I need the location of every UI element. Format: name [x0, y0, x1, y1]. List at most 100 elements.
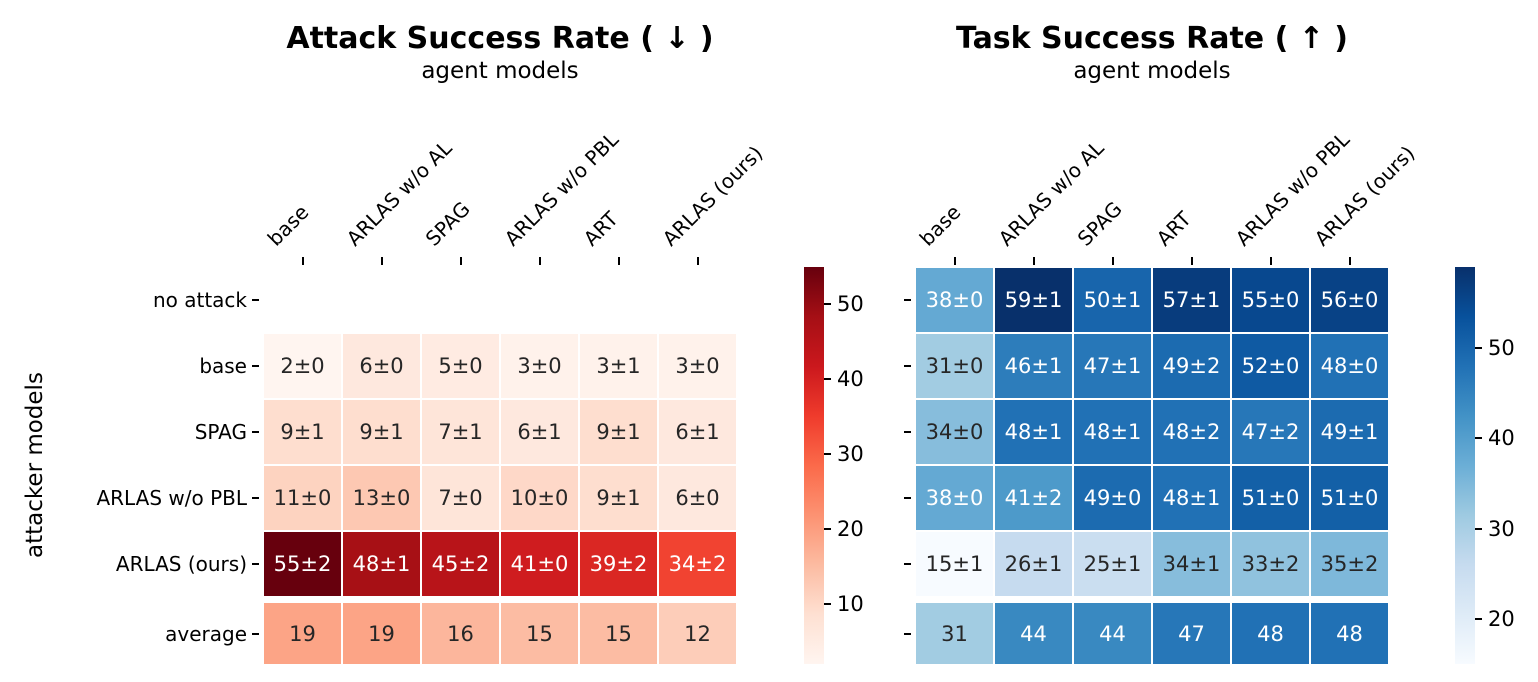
- heatmap-cell: 50±1: [1074, 268, 1151, 332]
- average-cell: 16: [422, 603, 499, 664]
- heatmap-cell: 34±0: [916, 400, 993, 464]
- colorbar-tick-label: 50: [837, 292, 864, 317]
- heatmap-cell: 48±1: [343, 532, 420, 596]
- heatmap-cell: 38±0: [916, 466, 993, 530]
- x-tick: [1269, 257, 1272, 265]
- heatmap-cell: 49±1: [1311, 400, 1388, 464]
- column-label: SPAG: [1072, 196, 1127, 251]
- heatmap-cell: 3±0: [659, 334, 736, 398]
- heatmap-cell: 9±1: [343, 400, 420, 464]
- heatmap-cell: 15±1: [916, 532, 993, 596]
- heatmap-cell: 38±0: [916, 268, 993, 332]
- x-tick: [301, 257, 304, 265]
- x-tick: [617, 257, 620, 265]
- heatmap-cell: 46±1: [995, 334, 1072, 398]
- row-label: average: [165, 621, 247, 646]
- average-cell: 19: [343, 603, 420, 664]
- y-tick: [252, 632, 259, 635]
- left-chart-title: Attack Success Rate ( ↓ ): [286, 21, 714, 56]
- heatmap-cell: 34±2: [659, 532, 736, 596]
- colorbar-tick: [1475, 347, 1482, 350]
- left-chart-subtitle: agent models: [421, 58, 579, 84]
- row-label: ARLAS w/o PBL: [96, 486, 247, 510]
- right-chart-title: Task Success Rate ( ↑ ): [955, 21, 1349, 56]
- colorbar-tick: [824, 453, 831, 456]
- colorbar-tick: [1475, 527, 1482, 530]
- heatmap-cell: 6±0: [343, 334, 420, 398]
- y-tick: [904, 497, 911, 499]
- row-label: base: [199, 354, 247, 378]
- heatmap-cell: 6±1: [659, 400, 736, 464]
- heatmap-cell: 10±0: [501, 466, 578, 530]
- heatmap-cell: 35±2: [1311, 532, 1388, 596]
- colorbar-tick: [824, 603, 831, 606]
- colorbar-tick: [824, 303, 831, 306]
- heatmap-cell: 49±2: [1153, 334, 1230, 398]
- column-label: ART: [1151, 206, 1196, 251]
- heatmap-cell: 47±2: [1232, 400, 1309, 464]
- heatmap-cell: 26±1: [995, 532, 1072, 596]
- x-tick: [538, 257, 541, 265]
- colorbar-tick-label: 40: [837, 367, 864, 392]
- average-cell: 19: [264, 603, 341, 664]
- heatmap-cell: 2±0: [264, 334, 341, 398]
- colorbar-tick-label: 10: [837, 592, 864, 617]
- right-chart-subtitle: agent models: [1073, 58, 1231, 84]
- heatmap-cell: 49±0: [1074, 466, 1151, 530]
- heatmap-cell: 11±0: [264, 466, 341, 530]
- y-tick: [252, 497, 259, 499]
- heatmap-cell: 31±0: [916, 334, 993, 398]
- heatmap-cell: 41±0: [501, 532, 578, 596]
- average-cell: 48: [1311, 603, 1388, 664]
- heatmap-cell: 51±0: [1232, 466, 1309, 530]
- average-cell: 31: [916, 603, 993, 664]
- colorbar-tick: [824, 528, 831, 531]
- heatmap-cell: 51±0: [1311, 466, 1388, 530]
- x-tick: [1032, 257, 1035, 265]
- heatmap-cell: 6±0: [659, 466, 736, 530]
- x-tick: [459, 257, 462, 265]
- y-tick: [904, 365, 911, 367]
- average-cell: 44: [995, 603, 1072, 664]
- colorbar-tick: [1475, 437, 1482, 440]
- colorbar-tick: [1475, 617, 1482, 620]
- heatmap-cell: 52±0: [1232, 334, 1309, 398]
- heatmap-cell: 48±2: [1153, 400, 1230, 464]
- heatmap-cell: 6±1: [501, 400, 578, 464]
- heatmap-cell: 48±1: [1153, 466, 1230, 530]
- heatmap-cell: 56±0: [1311, 268, 1388, 332]
- heatmap-cell: 5±0: [422, 334, 499, 398]
- y-tick: [904, 299, 911, 301]
- heatmap-cell: 57±1: [1153, 268, 1230, 332]
- heatmap-cell: 48±1: [995, 400, 1072, 464]
- x-tick: [696, 257, 699, 265]
- y-tick: [904, 563, 911, 565]
- row-label: no attack: [152, 288, 247, 312]
- heatmap-cell: 9±1: [264, 400, 341, 464]
- y-tick: [252, 299, 259, 301]
- average-cell: 15: [580, 603, 657, 664]
- heatmap-cell: 9±1: [580, 400, 657, 464]
- heatmap-cell: 7±1: [422, 400, 499, 464]
- heatmap-cell: 47±1: [1074, 334, 1151, 398]
- colorbar-tick-label: 40: [1488, 426, 1515, 451]
- heatmap-cell: 3±0: [501, 334, 578, 398]
- colorbar-tick-label: 50: [1488, 336, 1515, 361]
- y-tick: [904, 632, 911, 635]
- average-cell: 47: [1153, 603, 1230, 664]
- y-tick: [252, 431, 259, 433]
- colorbar: [1455, 267, 1475, 664]
- heatmap-cell: 59±1: [995, 268, 1072, 332]
- row-label: ARLAS (ours): [115, 552, 247, 576]
- colorbar-tick: [824, 378, 831, 381]
- average-cell: 15: [501, 603, 578, 664]
- heatmap-cell: 13±0: [343, 466, 420, 530]
- y-tick: [252, 563, 259, 565]
- heatmap-cell: 34±1: [1153, 532, 1230, 596]
- colorbar-tick-label: 30: [1488, 516, 1515, 541]
- y-tick: [252, 365, 259, 367]
- average-cell: 12: [659, 603, 736, 664]
